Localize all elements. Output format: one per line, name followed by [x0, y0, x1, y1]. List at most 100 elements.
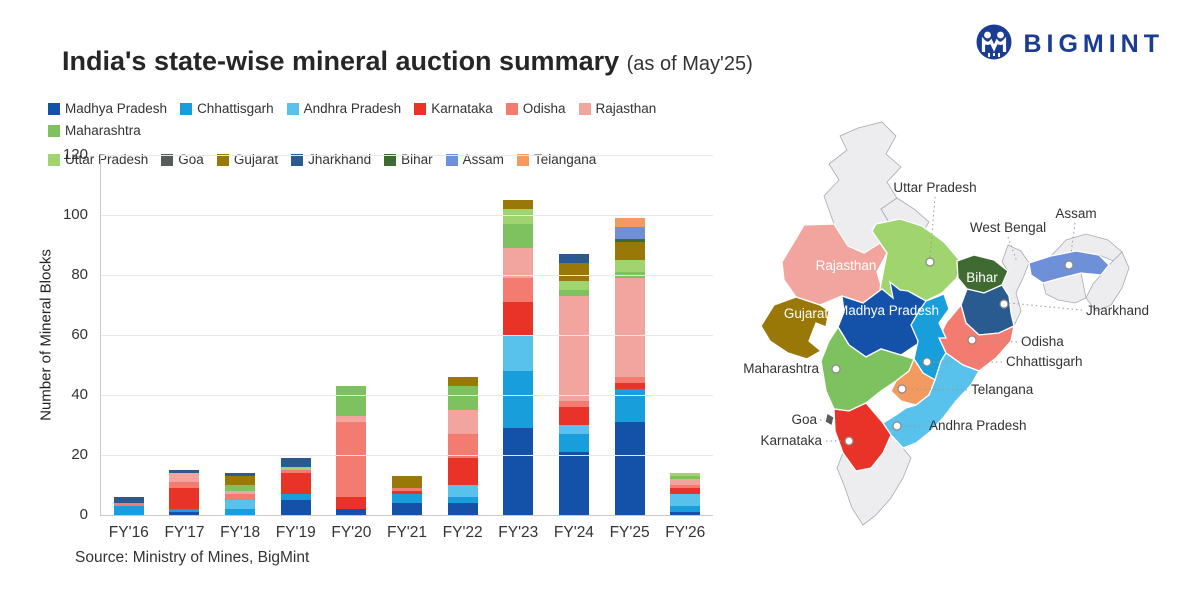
legend-label: Maharashtra	[65, 123, 141, 138]
legend-label: Andhra Pradesh	[303, 101, 402, 116]
bar-segment-bihar	[614, 239, 645, 242]
bar-segment-karnataka	[558, 407, 589, 425]
bar-segment-gujarat	[503, 200, 534, 209]
map-label-goa: Goa	[791, 412, 817, 427]
map-state-ne-gray-2	[1085, 251, 1130, 312]
bar-FY16: FY'16	[101, 155, 157, 541]
leader-telangana	[907, 388, 968, 391]
bar-segment-gujarat	[558, 263, 589, 281]
marker-chhattisgarh	[922, 357, 932, 367]
y-axis-tick: 120	[62, 146, 88, 163]
map-label-telangana: Telangana	[971, 382, 1034, 397]
legend-label: Madhya Pradesh	[65, 101, 168, 116]
bar-segment-karnataka	[670, 488, 701, 494]
bar-segment-chhattisgarh	[225, 509, 256, 515]
map-label-jharkhand: Jharkhand	[1086, 303, 1149, 318]
y-axis: 0 20 40 60 80 100 120	[58, 146, 94, 523]
legend-swatch-goa	[161, 153, 174, 166]
y-axis-tick: 60	[71, 326, 88, 343]
gridline	[101, 455, 713, 456]
legend-label: Chhattisgarh	[197, 101, 274, 116]
legend-swatch-jharkhand	[291, 153, 304, 166]
bar-stack	[336, 386, 367, 515]
bigmint-logo-text: BIGMINT	[1023, 30, 1164, 58]
gridline	[101, 335, 713, 336]
x-axis-label: FY'16	[108, 524, 149, 541]
legend-swatch-karnataka	[414, 102, 427, 115]
bar-segment-uttar-pradesh	[558, 281, 589, 290]
bar-segment-rajasthan	[169, 473, 200, 482]
legend-swatch-andhra-pradesh	[286, 102, 299, 115]
bar-segment-karnataka	[336, 497, 367, 509]
bar-segment-madhya-pradesh	[614, 422, 645, 515]
bar-segment-odisha	[558, 401, 589, 407]
bar-stack	[113, 497, 144, 515]
bar-segment-uttar-pradesh	[614, 260, 645, 272]
bar-chart-plot: FY'16 FY'17 FY'18 FY'19 FY'20 FY'21 FY'22 FY'23…	[100, 155, 713, 541]
bar-segment-jharkhand	[225, 473, 256, 476]
map-state-maharashtra	[820, 325, 915, 412]
bar-segment-chhattisgarh	[392, 494, 423, 503]
bar-segment-odisha	[280, 470, 311, 473]
legend-item-madhya-pradesh: Madhya Pradesh	[48, 101, 167, 116]
bar-segment-karnataka	[503, 302, 534, 335]
bar-segment-maharashtra	[503, 224, 534, 248]
bar-segment-gujarat	[614, 242, 645, 260]
bar-stack	[225, 473, 256, 515]
marker-karnataka	[844, 436, 854, 446]
bar-FY25: FY'25	[602, 155, 658, 541]
marker-telangana	[897, 384, 907, 394]
map-label-madhya-pradesh: Madhya Pradesh	[837, 303, 939, 318]
x-axis-label: FY'18	[220, 524, 261, 541]
map-label-andhra-pradesh: Andhra Pradesh	[929, 418, 1027, 433]
y-axis-tick: 0	[79, 506, 88, 523]
bar-segment-assam	[614, 227, 645, 239]
bar-segment-rajasthan	[225, 491, 256, 494]
legend-swatch-uttar-pradesh	[48, 153, 60, 166]
legend-item-rajasthan: Rajasthan	[578, 101, 656, 116]
bar-segment-maharashtra	[336, 386, 367, 416]
legend-swatch-madhya-pradesh	[48, 102, 60, 115]
leader-uttar-pradesh	[929, 196, 936, 259]
bar-segment-rajasthan	[614, 278, 645, 377]
x-axis-label: FY'22	[442, 524, 483, 541]
map-label-karnataka: Karnataka	[760, 433, 822, 448]
bar-segment-andhra-pradesh	[503, 335, 534, 371]
bar-segment-rajasthan	[670, 479, 701, 485]
bar-FY18: FY'18	[212, 155, 268, 541]
bar-stack	[392, 476, 423, 515]
bar-segment-chhattisgarh	[447, 497, 478, 503]
legend-item-maharashtra: Maharashtra	[48, 123, 141, 138]
bar-segment-andhra-pradesh	[558, 425, 589, 434]
bar-segment-jharkhand	[280, 458, 311, 467]
bar-segment-jharkhand	[113, 497, 144, 503]
bar-segment-karnataka	[392, 491, 423, 494]
bar-segment-chhattisgarh	[280, 494, 311, 500]
bar-FY24: FY'24	[546, 155, 602, 541]
bar-segment-odisha	[336, 422, 367, 497]
bar-segment-karnataka	[447, 458, 478, 485]
bar-FY17: FY'17	[157, 155, 213, 541]
marker-odisha	[967, 335, 977, 345]
bar-segment-chhattisgarh	[558, 434, 589, 452]
gridline	[101, 275, 713, 276]
bar-segment-karnataka	[280, 473, 311, 494]
bar-segment-rajasthan	[503, 248, 534, 278]
bar-segment-rajasthan	[558, 296, 589, 401]
bar-segment-uttar-pradesh	[503, 209, 534, 224]
bar-stack	[558, 254, 589, 515]
map-label-maharashtra: Maharashtra	[743, 361, 819, 376]
bar-FY23: FY'23	[490, 155, 546, 541]
marker-assam	[1064, 260, 1074, 270]
bar-segment-gujarat	[392, 476, 423, 488]
map-label-uttar-pradesh: Uttar Pradesh	[893, 180, 976, 195]
bars-container: FY'16 FY'17 FY'18 FY'19 FY'20 FY'21 FY'22 FY'23…	[101, 155, 713, 541]
bar-segment-uttar-pradesh	[670, 473, 701, 476]
legend-swatch-chhattisgarh	[180, 102, 193, 115]
bigmint-logo-icon	[974, 22, 1014, 67]
bar-segment-odisha	[447, 434, 478, 458]
bar-segment-maharashtra	[225, 485, 256, 491]
legend-label: Odisha	[522, 101, 566, 116]
bar-segment-chhattisgarh	[503, 371, 534, 428]
